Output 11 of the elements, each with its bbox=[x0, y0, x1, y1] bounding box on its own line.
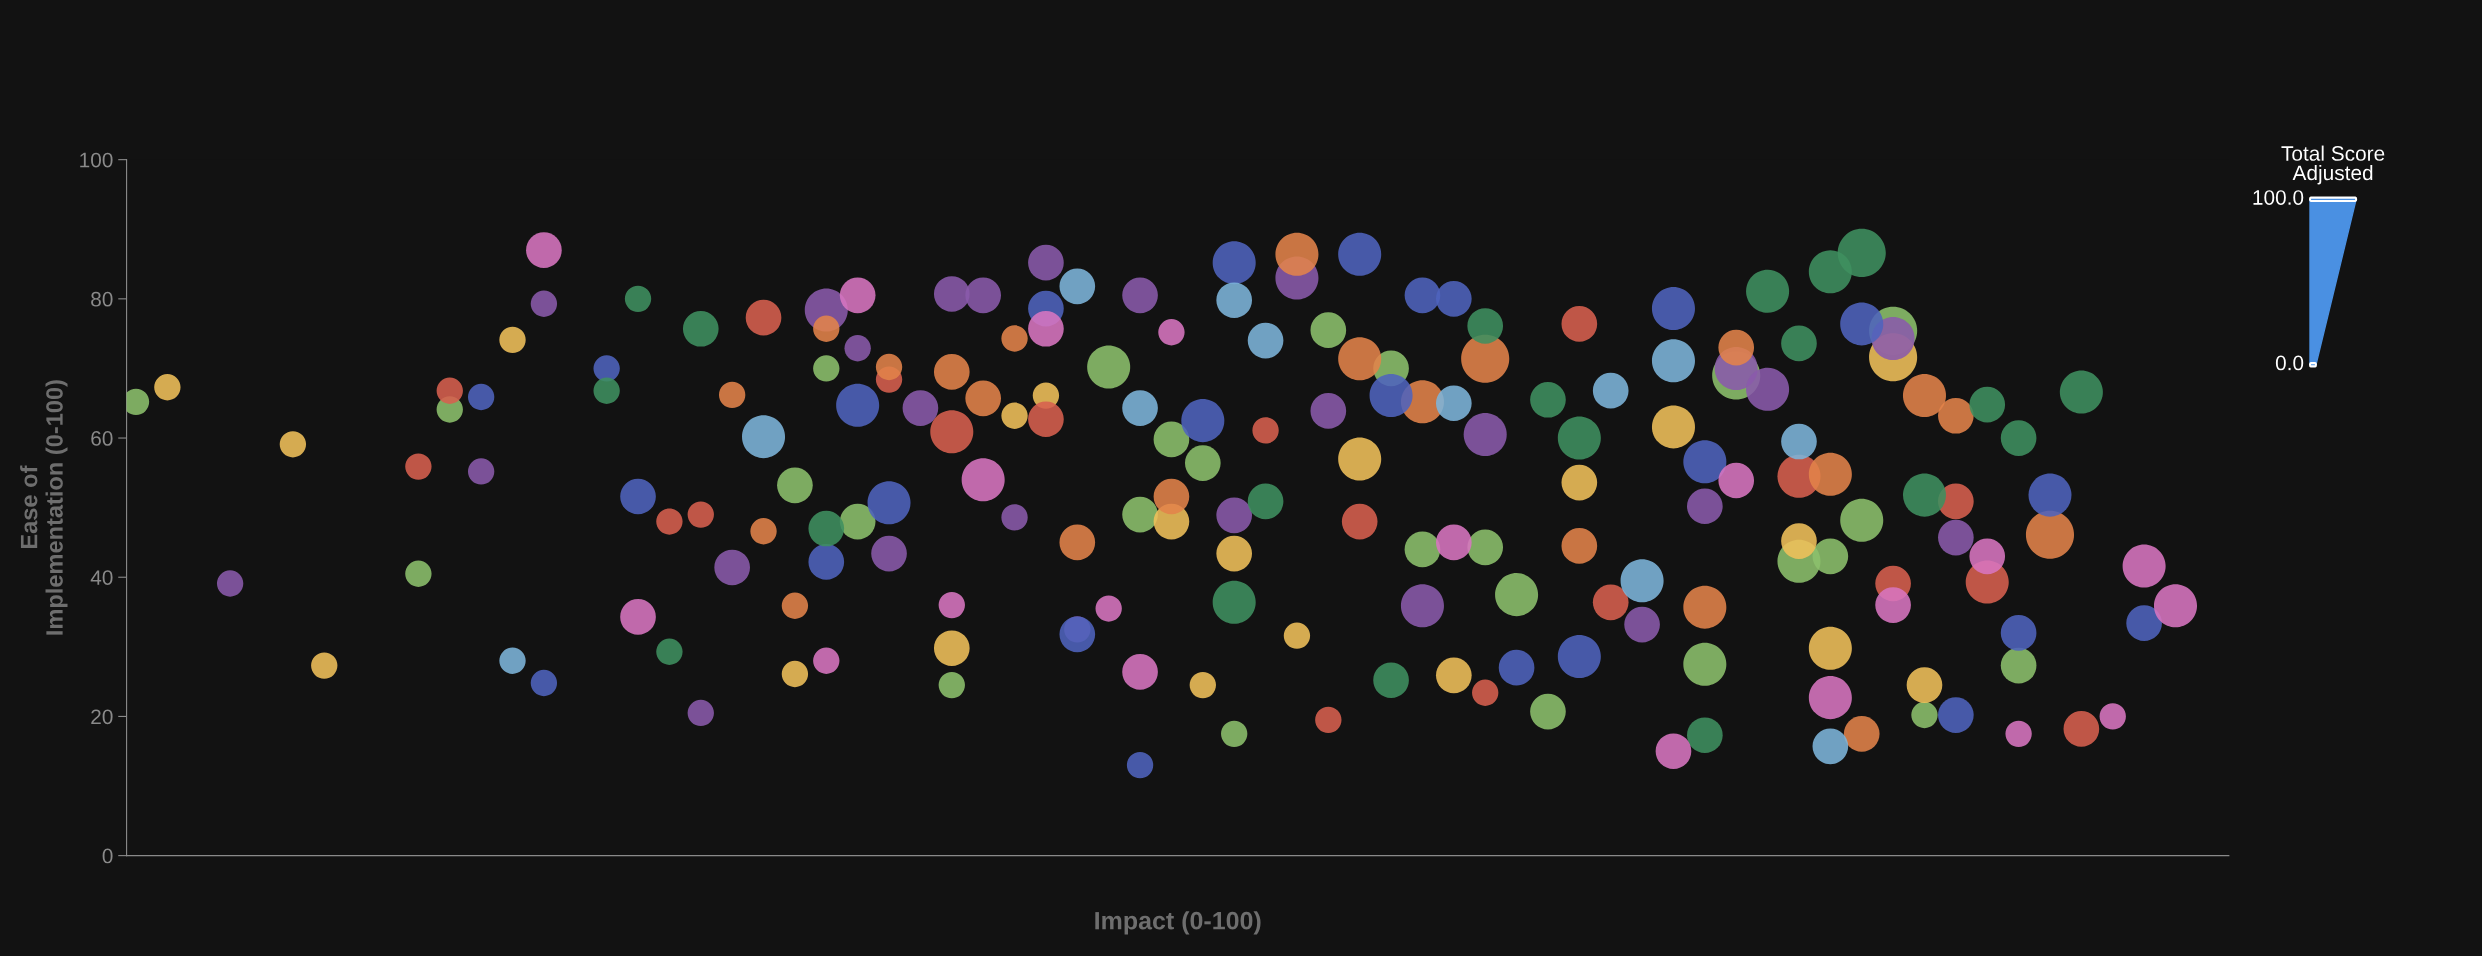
text: 100.0 bbox=[2253, 190, 2304, 205]
x-axis-title: Impact (0-100) bbox=[1095, 911, 1261, 935]
y-tick-label: 100 bbox=[80, 152, 113, 168]
y-axis-title: Ease of Implementation (0-100) bbox=[20, 380, 68, 635]
y-tick-label: 40 bbox=[90, 570, 113, 585]
y-tick-label: 20 bbox=[91, 709, 113, 725]
y-tick-label: 0 bbox=[102, 848, 113, 864]
text: 0.0 bbox=[2275, 355, 2304, 371]
text: Total Score Adjusted bbox=[2281, 145, 2385, 185]
y-tick-label: 60 bbox=[91, 431, 113, 446]
y-tick-label: 80 bbox=[91, 291, 113, 307]
